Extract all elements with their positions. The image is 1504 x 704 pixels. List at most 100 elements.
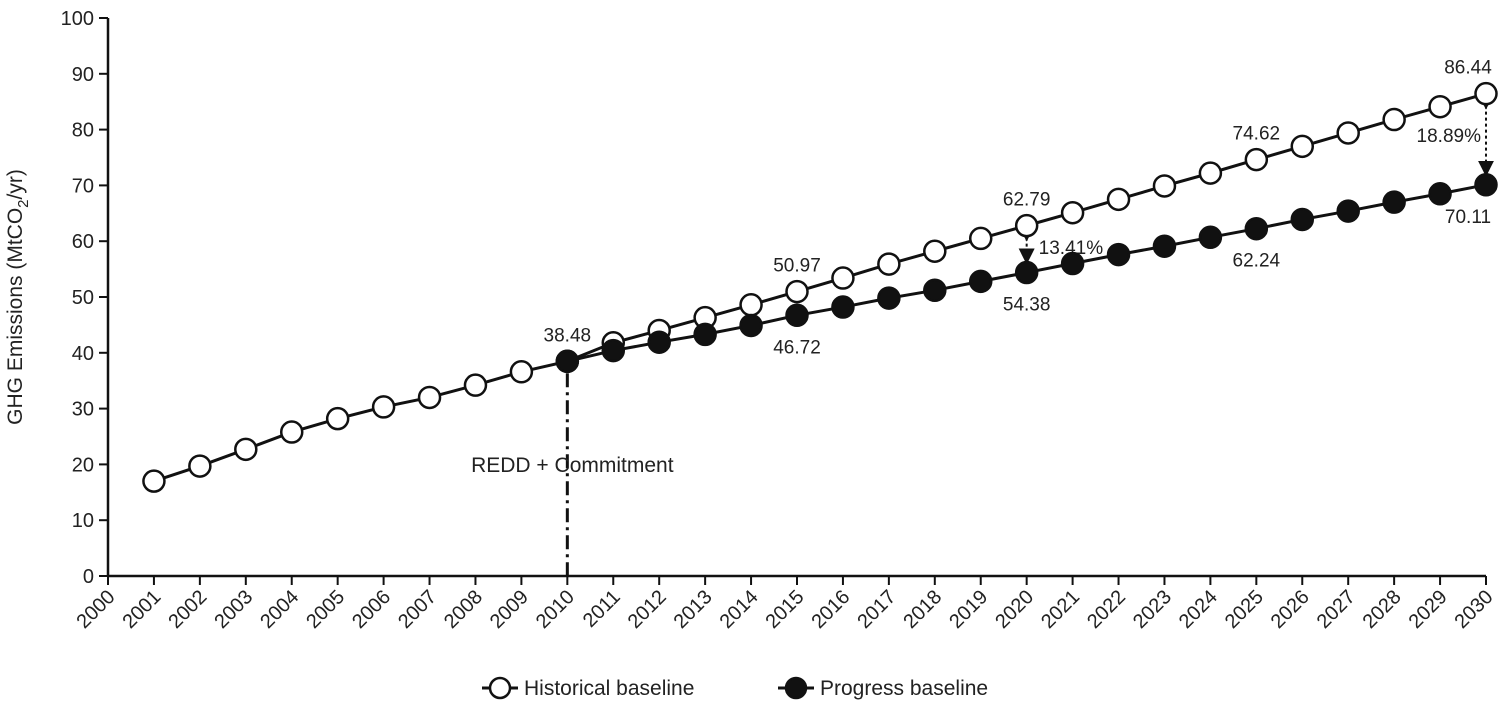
historical-baseline-point (188, 454, 212, 478)
data-value-label: 86.44 (1444, 58, 1492, 79)
x-tick-label: 2014 (716, 586, 763, 633)
historical-baseline-point (877, 252, 901, 276)
x-tick-label: 2005 (302, 586, 349, 633)
progress-baseline-point (647, 330, 671, 354)
data-value-label: 70.11 (1445, 207, 1491, 228)
y-tick-label: 20 (72, 454, 94, 476)
progress-baseline-point (831, 295, 855, 319)
x-tick-label: 2017 (853, 586, 900, 633)
historical-baseline-point (234, 437, 258, 462)
x-tick-label: 2006 (348, 586, 395, 633)
legend-label: Progress baseline (820, 677, 988, 700)
data-value-label: 38.48 (544, 325, 592, 346)
progress-baseline-point (1106, 242, 1131, 267)
progress-baseline-point (601, 338, 626, 363)
x-tick-label: 2012 (624, 586, 671, 633)
x-tick-label: 2008 (440, 586, 487, 633)
x-tick-label: 2024 (1175, 586, 1222, 633)
y-tick-label: 10 (72, 510, 94, 532)
y-axis-label-tail: /yr) (4, 169, 27, 199)
x-tick-label: 2021 (1037, 586, 1084, 633)
gap-percentage-label: 13.41% (1039, 238, 1104, 259)
x-tick-label: 2029 (1405, 586, 1452, 633)
y-tick-label: 90 (72, 64, 94, 86)
historical-baseline-point (463, 373, 488, 397)
historical-baseline-point (923, 239, 947, 263)
progress-baseline-point (693, 322, 717, 347)
x-tick-label: 2023 (1129, 586, 1176, 633)
historical-baseline-point (142, 469, 166, 493)
y-tick-label: 60 (72, 231, 94, 253)
historical-baseline-point (1014, 213, 1039, 238)
x-tick-label: 2022 (1083, 586, 1130, 633)
gap-percentage-label: 18.89% (1417, 126, 1482, 147)
x-tick-label: 2016 (807, 586, 854, 633)
historical-baseline-point (1382, 107, 1406, 132)
data-labels: 38.48 50.97 62.79 74.62 86.44 46.72 54.38 62.24… (544, 58, 1493, 359)
x-tick-label: 2001 (118, 586, 165, 633)
legend: Historical baseline Progress baseline (482, 676, 988, 700)
redd-commitment-label: REDD + Commitment (471, 454, 674, 477)
historical-baseline-point (325, 406, 350, 431)
historical-baseline-point (1198, 161, 1223, 185)
historical-baseline-point (1336, 121, 1360, 145)
x-tick-label: 2004 (256, 586, 303, 633)
legend-swatch-marker (488, 676, 512, 700)
historical-baseline-point (785, 279, 809, 304)
progress-baseline-point (1198, 225, 1223, 250)
y-tick-label: 0 (83, 566, 94, 588)
y-tick-label: 40 (72, 343, 94, 365)
y-axis-label-subscript: 2 (15, 199, 32, 207)
y-tick-label: 80 (72, 120, 94, 142)
x-tick-label: 2003 (210, 586, 257, 633)
historical-baseline-point (739, 293, 763, 317)
legend-label: Historical baseline (524, 677, 694, 700)
historical-baseline-point (1428, 94, 1452, 119)
data-value-label: 74.62 (1233, 124, 1281, 145)
data-value-label: 50.97 (773, 256, 821, 277)
x-tick-label: 2018 (899, 586, 946, 633)
historical-baseline-point (417, 385, 442, 410)
x-tick-label: 2020 (991, 586, 1038, 633)
historical-baseline-point (371, 395, 396, 419)
y-axis-label-main: GHG Emissions (MtCO (4, 208, 27, 425)
progress-baseline-point (1336, 199, 1360, 223)
progress-baseline-point (1474, 173, 1498, 197)
annotations: REDD + Commitment 13.41% 18.89% (471, 93, 1494, 576)
x-tick-label: 2019 (945, 586, 992, 633)
x-tick-label: 2027 (1313, 586, 1360, 633)
x-tick-label: 2007 (394, 586, 441, 633)
progress-baseline-point (1290, 207, 1315, 232)
x-tick-label: 2010 (532, 586, 579, 633)
historical-baseline-point (1060, 200, 1085, 225)
historical-baseline-line (153, 92, 1487, 483)
progress-baseline-point (1152, 234, 1177, 258)
y-tick-label: 70 (72, 175, 94, 197)
legend-swatch-marker (784, 676, 808, 700)
data-value-label: 62.24 (1233, 251, 1281, 272)
historical-baseline-point (1106, 187, 1131, 212)
series (142, 81, 1498, 493)
progress-baseline-point (1428, 182, 1452, 206)
data-value-label: 54.38 (1003, 295, 1051, 316)
progress-baseline-point (1382, 190, 1406, 214)
progress-baseline-point (1060, 251, 1085, 276)
progress-baseline-point (739, 313, 763, 338)
x-tick-label: 2030 (1451, 586, 1498, 633)
historical-baseline-point (1474, 81, 1498, 106)
progress-baseline-point (968, 269, 993, 294)
historical-baseline-point (1290, 134, 1315, 159)
x-tick-label: 2000 (73, 586, 120, 633)
historical-baseline-point (279, 420, 304, 444)
y-tick-label: 30 (72, 399, 94, 421)
historical-baseline-point (509, 360, 534, 384)
x-tick-label: 2025 (1221, 586, 1268, 633)
progress-baseline-point (1244, 216, 1269, 241)
x-tick-label: 2002 (164, 586, 211, 633)
historical-baseline-point (1152, 174, 1177, 198)
x-tick-label: 2013 (670, 586, 717, 633)
y-tick-label: 50 (72, 287, 94, 309)
historical-baseline-point (831, 266, 855, 290)
